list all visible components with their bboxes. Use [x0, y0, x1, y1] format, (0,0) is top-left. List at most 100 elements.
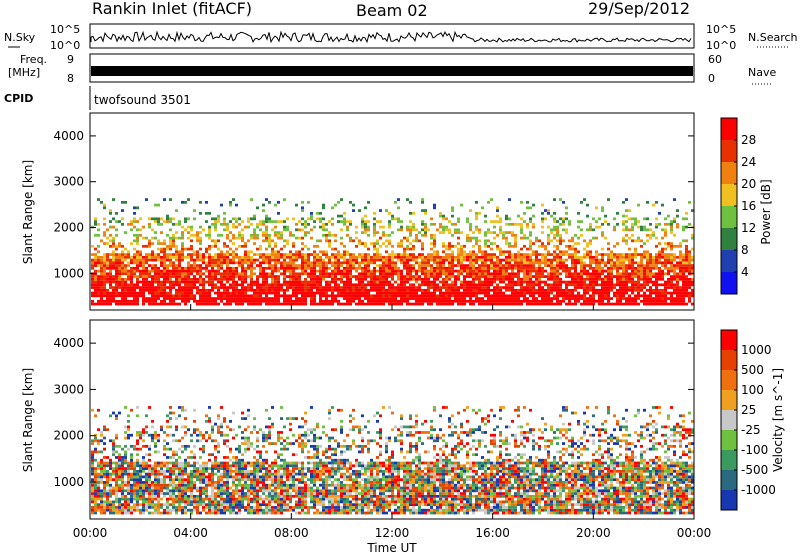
data-cell: [346, 277, 349, 281]
data-cell: [541, 220, 544, 223]
data-cell: [235, 280, 238, 284]
data-cell: [664, 283, 667, 287]
data-cell: [229, 283, 232, 287]
data-cell: [646, 250, 649, 254]
data-cell: [457, 236, 460, 240]
data-cell: [670, 297, 673, 300]
data-cell: [268, 236, 271, 240]
data-cell: [121, 297, 124, 300]
data-cell: [550, 275, 553, 278]
data-cell: [655, 200, 658, 204]
data-cell: [670, 302, 673, 306]
data-cell: [535, 280, 538, 284]
data-cell: [454, 255, 457, 259]
data-cell: [637, 236, 640, 240]
data-cell: [148, 299, 151, 303]
data-cell: [217, 264, 220, 267]
data-cell: [634, 286, 637, 289]
data-cell: [631, 288, 634, 292]
data-cell: [559, 266, 562, 270]
data-cell: [412, 291, 415, 295]
data-cell: [325, 288, 328, 292]
data-cell: [646, 228, 649, 232]
data-cell: [124, 425, 127, 429]
data-cell: [349, 222, 352, 226]
data-cell: [148, 503, 151, 507]
data-cell: [679, 250, 682, 254]
data-cell: [379, 220, 382, 223]
data-cell: [265, 280, 268, 284]
data-cell: [406, 280, 409, 284]
data-cell: [490, 198, 493, 201]
data-cell: [649, 286, 652, 289]
data-cell: [568, 244, 571, 248]
data-cell: [280, 220, 283, 223]
data-cell: [166, 302, 169, 306]
data-cell: [373, 272, 376, 276]
data-cell: [466, 239, 469, 243]
data-cell: [451, 269, 454, 273]
data-cell: [559, 222, 562, 226]
data-cell: [655, 253, 658, 256]
data-cell: [373, 277, 376, 281]
data-cell: [631, 266, 634, 270]
data-cell: [370, 286, 373, 289]
data-cell: [367, 264, 370, 267]
data-cell: [595, 277, 598, 281]
data-cell: [553, 255, 556, 259]
data-cell: [148, 511, 151, 515]
data-cell: [550, 258, 553, 262]
data-cell: [538, 275, 541, 278]
data-cell: [190, 258, 193, 262]
data-cell: [499, 266, 502, 270]
data-cell: [418, 283, 421, 287]
data-cell: [391, 250, 394, 254]
data-cell: [358, 291, 361, 295]
data-cell: [145, 275, 148, 278]
data-cell: [556, 239, 559, 243]
data-cell: [202, 272, 205, 276]
data-cell: [154, 478, 157, 482]
data-cell: [379, 253, 382, 256]
data-cell: [106, 297, 109, 300]
data-cell: [331, 261, 334, 265]
data-cell: [136, 453, 139, 457]
data-cell: [649, 299, 652, 303]
data-cell: [247, 286, 250, 289]
data-cell: [130, 261, 133, 265]
data-cell: [646, 258, 649, 262]
data-cell: [91, 469, 94, 473]
data-cell: [319, 239, 322, 243]
data-cell: [346, 272, 349, 276]
data-cell: [346, 225, 349, 229]
data-cell: [376, 277, 379, 281]
data-cell: [391, 277, 394, 281]
data-cell: [103, 467, 106, 470]
data-cell: [439, 269, 442, 273]
data-cell: [643, 250, 646, 254]
data-cell: [355, 302, 358, 306]
data-cell: [487, 255, 490, 259]
data-cell: [130, 486, 133, 490]
data-cell: [478, 255, 481, 259]
data-cell: [139, 253, 142, 256]
data-cell: [139, 433, 142, 437]
data-cell: [163, 258, 166, 262]
data-cell: [583, 266, 586, 270]
data-cell: [463, 302, 466, 306]
data-cell: [487, 291, 490, 295]
data-cell: [208, 231, 211, 234]
data-cell: [319, 220, 322, 223]
data-cell: [490, 242, 493, 245]
data-cell: [466, 264, 469, 267]
data-cell: [454, 264, 457, 267]
data-cell: [508, 198, 511, 201]
data-cell: [112, 450, 115, 454]
data-cell: [169, 247, 172, 251]
data-cell: [103, 500, 106, 504]
data-cell: [160, 302, 163, 306]
data-cell: [145, 425, 148, 429]
data-cell: [397, 272, 400, 276]
data-cell: [424, 275, 427, 278]
data-cell: [643, 225, 646, 229]
